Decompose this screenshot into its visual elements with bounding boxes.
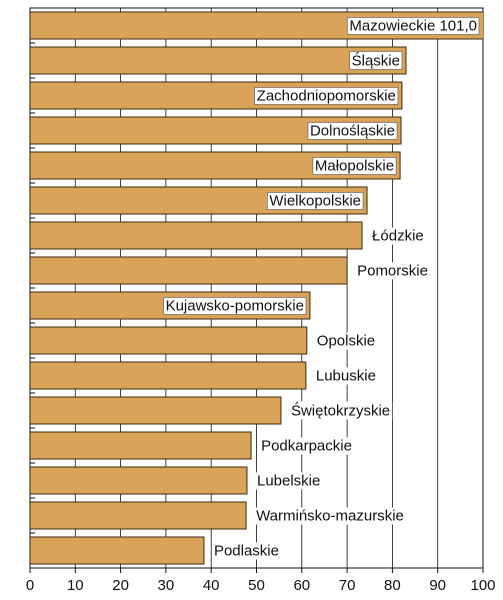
bar-label: Łódzkie — [372, 227, 424, 244]
x-tick-label: 40 — [203, 577, 220, 594]
label-background — [288, 401, 393, 420]
bar-label: Lubuskie — [316, 367, 376, 384]
x-tick-label: 100 — [470, 577, 495, 594]
bar-label: Kujawsko-pomorskie — [166, 297, 304, 314]
bar — [30, 326, 308, 355]
x-tick-label: 10 — [67, 577, 84, 594]
bar-label: Mazowieckie 101,0 — [349, 17, 477, 34]
bar — [30, 396, 282, 425]
bar — [30, 361, 307, 390]
bar-label: Lubelskie — [257, 472, 320, 489]
x-tick-label: 30 — [158, 577, 175, 594]
label-background — [349, 51, 403, 70]
bar-label: Małopolskie — [315, 157, 394, 174]
bar — [30, 256, 348, 285]
label-background — [267, 192, 364, 210]
bar-label: Wielkopolskie — [269, 192, 361, 209]
x-tick-label: 20 — [112, 577, 129, 594]
bar-label: Zachodniopomorskie — [257, 87, 396, 104]
bar-label: Podkarpackie — [261, 437, 352, 454]
bar — [30, 431, 252, 460]
x-tick-label: 50 — [248, 577, 265, 594]
bar-label: Świętokrzyskie — [291, 401, 390, 419]
label-background — [355, 262, 430, 280]
bar-label: Opolskie — [317, 332, 375, 349]
bar — [30, 221, 363, 250]
label-background — [254, 87, 399, 105]
label-background — [312, 157, 397, 175]
bar-label: Warmińsko-mazurskie — [256, 507, 404, 524]
bar — [30, 501, 247, 530]
label-background — [254, 507, 406, 525]
label-background — [370, 227, 426, 245]
bar — [30, 536, 205, 565]
labels: 0 10 20 30 40 50 60 70 80 90 100 Mazowieckie 101,0 Ś… — [26, 17, 496, 594]
bar-label: Podlaskie — [214, 542, 279, 559]
x-tick-label: 70 — [339, 577, 356, 594]
label-background — [307, 122, 398, 140]
x-tick-label: 60 — [293, 577, 310, 594]
label-background — [314, 332, 378, 350]
label-background — [313, 367, 378, 385]
bar-label: Pomorskie — [357, 262, 428, 279]
label-background — [211, 542, 281, 560]
x-tick-label: 90 — [429, 577, 446, 594]
label-background — [163, 297, 307, 315]
label-background — [259, 437, 354, 455]
bar — [30, 46, 407, 75]
label-background — [254, 472, 323, 490]
bar-label: Śląskie — [352, 51, 400, 69]
bar — [30, 466, 248, 495]
x-tick-label: 80 — [384, 577, 401, 594]
bar-label: Dolnośląskie — [310, 122, 395, 139]
x-tick-label: 0 — [26, 577, 34, 594]
label-background — [347, 17, 480, 35]
